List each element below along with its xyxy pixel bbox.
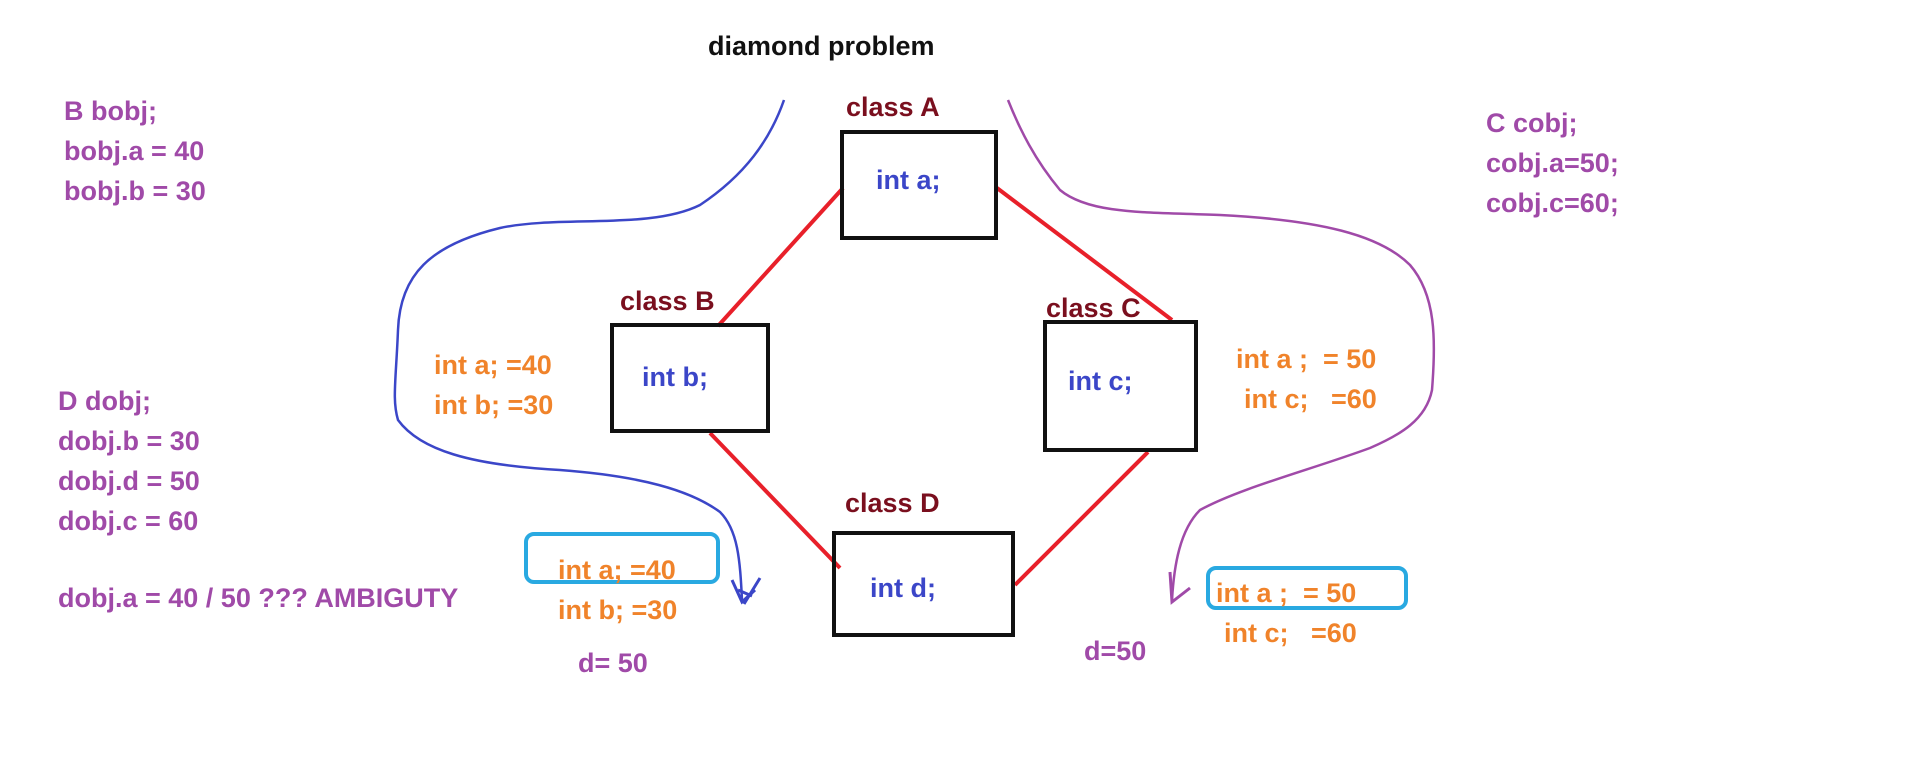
class-b-label: class B — [620, 286, 715, 316]
right-arrow-head — [1168, 571, 1191, 605]
d-obj-line: dobj.d = 50 — [58, 466, 200, 496]
edge-b-d — [708, 431, 842, 570]
left-inheritance-arrow — [393, 99, 786, 601]
diagram-title: diamond problem — [708, 31, 935, 61]
b-value-b: int b; =30 — [434, 390, 554, 420]
d-left-value-b: int b; =30 — [558, 595, 678, 625]
d-left-value-a: int a; =40 — [558, 555, 676, 585]
highlight-left-a — [524, 532, 720, 584]
edge-c-d — [1013, 450, 1150, 587]
left-arrow-head — [730, 577, 762, 605]
c-value-a: int a ; = 50 — [1236, 344, 1377, 374]
class-c-box — [1043, 320, 1198, 452]
edge-a-b — [716, 186, 845, 328]
d-obj-line: dobj.c = 60 — [58, 506, 199, 536]
d-left-value-d: d= 50 — [578, 648, 648, 678]
class-d-box — [832, 531, 1015, 637]
class-a-member: int a; — [876, 165, 941, 195]
right-inheritance-arrow — [1006, 99, 1436, 601]
class-b-member: int b; — [642, 362, 708, 392]
ambiguity-note: dobj.a = 40 / 50 ??? AMBIGUTY — [58, 583, 459, 613]
highlight-right-a — [1206, 566, 1408, 610]
b-obj-line: bobj.b = 30 — [64, 176, 206, 206]
c-obj-line: cobj.a=50; — [1486, 148, 1619, 178]
class-c-label: class C — [1046, 293, 1141, 323]
d-obj-line: dobj.b = 30 — [58, 426, 200, 456]
edge-a-c — [995, 186, 1174, 322]
d-right-value-c: int c; =60 — [1224, 618, 1357, 648]
class-a-label: class A — [846, 92, 940, 122]
class-c-member: int c; — [1068, 366, 1133, 396]
d-right-value-d: d=50 — [1084, 636, 1147, 666]
c-obj-line: C cobj; — [1486, 108, 1578, 138]
b-obj-line: bobj.a = 40 — [64, 136, 205, 166]
b-obj-line: B bobj; — [64, 96, 157, 126]
c-obj-line: cobj.c=60; — [1486, 188, 1619, 218]
d-obj-line: D dobj; — [58, 386, 151, 416]
class-d-member: int d; — [870, 573, 936, 603]
class-a-box — [840, 130, 998, 240]
class-b-box — [610, 323, 770, 433]
class-d-label: class D — [845, 488, 940, 518]
d-right-value-a: int a ; = 50 — [1216, 578, 1357, 608]
b-value-a: int a; =40 — [434, 350, 552, 380]
c-value-c: int c; =60 — [1244, 384, 1377, 414]
